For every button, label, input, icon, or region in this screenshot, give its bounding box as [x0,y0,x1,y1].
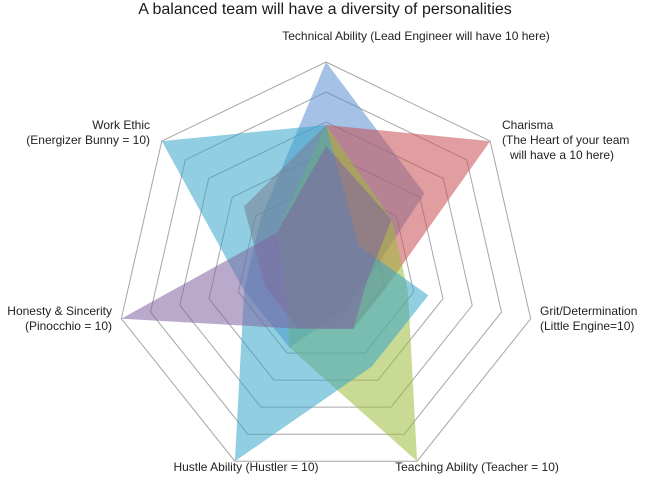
axis-label-line: (The Heart of your team [502,133,629,147]
axis-label-line: Hustle Ability (Hustler = 10) [173,460,318,474]
axis-label-line: (Pinocchio = 10) [25,319,112,333]
axis-label-line: (Little Engine=10) [540,319,634,333]
grid-ring [149,91,503,435]
axis-label-line: Grit/Determination [540,304,637,318]
axis-label-line: Work Ethic [92,118,150,132]
axis-label-line: Teaching Ability (Teacher = 10) [395,460,559,474]
axis-label-7: Work Ethic (Energizer Bunny = 10) [26,118,150,147]
axis-label-line: (Energizer Bunny = 10) [26,133,150,147]
series-layer [121,62,491,462]
axis-label-4: Teaching Ability (Teacher = 10) [395,460,559,474]
grid-ring [120,61,532,462]
axis-label-3: Grit/Determination (Little Engine=10) [540,304,637,333]
axis-label-1: Technical Ability (Lead Engineer will ha… [282,29,550,43]
axis-label-line: Technical Ability (Lead Engineer will ha… [282,29,550,43]
series-area-5 [121,146,392,329]
axis-label-line: Honesty & Sincerity [7,304,112,318]
axis-label-6: Honesty & Sincerity (Pinocchio = 10) [7,304,112,333]
chart-title: A balanced team will have a diversity of… [138,1,512,18]
axis-labels: Technical Ability (Lead Engineer will ha… [7,29,637,474]
axis-label-line: will have a 10 here) [509,148,614,162]
axis-label-line: Charisma [502,118,554,132]
axis-label-5: Hustle Ability (Hustler = 10) [173,460,318,474]
axis-label-2: Charisma (The Heart of your team will have… [502,118,629,162]
